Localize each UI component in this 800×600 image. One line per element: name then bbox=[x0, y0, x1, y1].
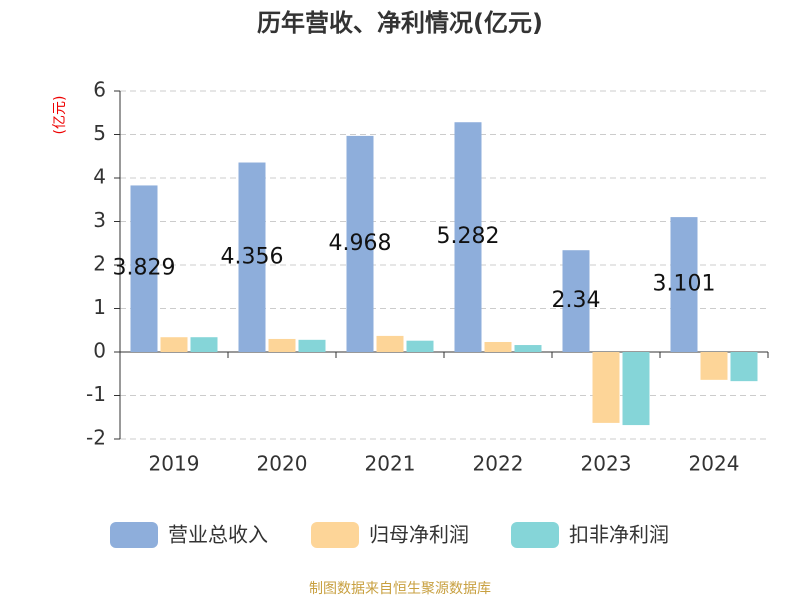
bar bbox=[346, 135, 374, 352]
y-tick-label: -1 bbox=[86, 382, 106, 406]
x-tick-label: 2024 bbox=[689, 452, 740, 476]
bar bbox=[730, 352, 758, 382]
bar bbox=[376, 335, 404, 352]
bar bbox=[622, 352, 650, 426]
y-tick-label: 3 bbox=[93, 208, 106, 232]
y-tick-label: 2 bbox=[93, 252, 106, 276]
legend-label: 扣非净利润 bbox=[569, 523, 669, 547]
y-tick-label: 4 bbox=[93, 165, 106, 189]
bar bbox=[484, 341, 512, 352]
x-tick-label: 2019 bbox=[149, 452, 200, 476]
bar bbox=[670, 217, 698, 352]
y-tick-label: -2 bbox=[86, 426, 106, 450]
bar bbox=[592, 352, 620, 423]
y-axis-label: (亿元) bbox=[52, 96, 68, 135]
x-tick-label: 2023 bbox=[581, 452, 632, 476]
legend-swatch bbox=[110, 522, 158, 548]
bar bbox=[562, 250, 590, 352]
bar bbox=[700, 352, 728, 380]
bar bbox=[238, 162, 266, 352]
y-tick-label: 5 bbox=[93, 121, 106, 145]
y-tick-label: 1 bbox=[93, 295, 106, 319]
legend-label: 营业总收入 bbox=[168, 523, 268, 547]
legend-label: 归母净利润 bbox=[369, 523, 469, 547]
x-tick-label: 2021 bbox=[365, 452, 416, 476]
bar bbox=[160, 337, 188, 352]
bar bbox=[406, 340, 434, 352]
data-label: 2.34 bbox=[552, 288, 601, 313]
y-tick-label: 0 bbox=[93, 339, 106, 363]
legend-swatch bbox=[311, 522, 359, 548]
bar bbox=[268, 338, 296, 352]
bar bbox=[298, 339, 326, 352]
bar bbox=[454, 122, 482, 352]
y-tick-label: 6 bbox=[93, 78, 106, 102]
source-note: 制图数据来自恒生聚源数据库 bbox=[309, 581, 491, 597]
x-tick-label: 2020 bbox=[257, 452, 308, 476]
data-label: 5.282 bbox=[437, 224, 500, 249]
chart-title: 历年营收、净利情况(亿元) bbox=[257, 9, 543, 37]
data-label: 4.968 bbox=[329, 231, 392, 256]
bar bbox=[130, 185, 158, 352]
legend-swatch bbox=[511, 522, 559, 548]
data-label: 3.101 bbox=[653, 272, 716, 297]
x-tick-label: 2022 bbox=[473, 452, 524, 476]
bar bbox=[514, 345, 542, 352]
bar bbox=[190, 337, 218, 352]
data-label: 3.829 bbox=[113, 256, 176, 281]
data-label: 4.356 bbox=[221, 244, 284, 269]
